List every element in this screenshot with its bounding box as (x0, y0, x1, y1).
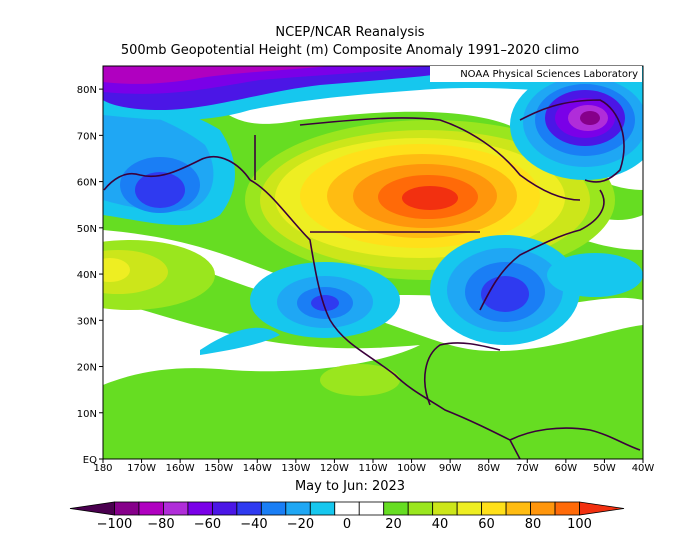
longitude-label: 170W (127, 463, 156, 474)
latitude-label: 20N (77, 363, 97, 374)
anomaly-neutral-band (103, 300, 420, 385)
colorbar-tick-label: 80 (525, 517, 542, 532)
longitude-label: 50W (593, 463, 616, 474)
colorbar-tick-label: 40 (432, 517, 449, 532)
colorbar-swatch (432, 501, 458, 516)
colorbar-swatch (456, 501, 483, 516)
colorbar-tick-label: −20 (287, 517, 314, 532)
latitude-label: 40N (77, 270, 97, 281)
chart-subtitle: 500mb Geopotential Height (m) Composite … (120, 43, 580, 58)
colorbar-swatch (505, 501, 531, 516)
anomaly-contour-pos (402, 186, 458, 210)
colorbar-swatch (236, 501, 262, 516)
anomaly-contour-neg (200, 327, 280, 355)
anomaly-contour-neg (580, 111, 600, 125)
colorbar-swatch (69, 501, 115, 516)
longitude-label: 130W (281, 463, 310, 474)
longitude-label: 70W (516, 463, 539, 474)
colorbar-swatch (187, 501, 213, 516)
latitude-label: 30N (77, 316, 97, 327)
colorbar-tick-label: −80 (147, 517, 174, 532)
longitude-label: 150W (204, 463, 233, 474)
attribution-label: NOAA Physical Sciences Laboratory (430, 66, 642, 82)
colorbar-labels: −100 −80 −60 −40 −20 0 20 40 60 80 100 (97, 517, 592, 532)
longitude-label: 180 (93, 463, 112, 474)
colorbar-swatch (114, 501, 140, 516)
longitude-label: 80W (477, 463, 500, 474)
coastlines (103, 99, 641, 459)
longitude-label: 120W (320, 463, 349, 474)
colorbar-tick-label: −40 (240, 517, 267, 532)
latitude-axis: 80N 70N 60N 50N 40N 30N 20N 10N EQ (77, 85, 103, 466)
longitude-label: 160W (166, 463, 195, 474)
colorbar-swatch (309, 501, 336, 516)
longitude-label: 40W (632, 463, 655, 474)
latitude-label: 70N (77, 131, 97, 142)
longitude-label: 140W (243, 463, 272, 474)
colorbar-swatch (211, 501, 238, 516)
longitude-label: 100W (397, 463, 426, 474)
colorbar-tick-label: 0 (343, 517, 351, 532)
colorbar-swatch (383, 501, 409, 516)
longitude-label: 90W (439, 463, 462, 474)
colorbar-tick-label: −100 (97, 517, 133, 532)
colorbar-swatches (69, 501, 625, 516)
colorbar-swatch (579, 501, 625, 516)
colorbar-tick-label: 60 (478, 517, 495, 532)
colorbar-swatch (334, 501, 360, 516)
anomaly-contour-neg (135, 172, 185, 208)
colorbar-swatch (260, 501, 287, 516)
anomaly-contour-neg (103, 66, 330, 84)
anomaly-contour-pos (320, 364, 400, 396)
chart-title: NCEP/NCAR Reanalysis (275, 25, 425, 40)
period-label: May to Jun: 2023 (294, 479, 406, 494)
anomaly-contour-neg (311, 295, 339, 311)
latitude-label: 80N (77, 85, 97, 96)
colorbar-swatch (163, 501, 189, 516)
longitude-axis: 180 170W 160W 150W 140W 130W 120W 110W 100W 90W 80… (93, 459, 654, 474)
anomaly-contour-neg (547, 253, 643, 297)
latitude-label: 10N (77, 409, 97, 420)
colorbar-tick-label: −60 (194, 517, 221, 532)
colorbar-swatch (407, 501, 434, 516)
colorbar-swatch (358, 501, 385, 516)
colorbar-tick-label: 100 (567, 517, 592, 532)
colorbar-tick-label: 20 (385, 517, 402, 532)
latitude-label: EQ (83, 455, 97, 466)
colorbar-swatch (554, 501, 580, 516)
colorbar-swatch (285, 501, 311, 516)
colorbar-swatch (530, 501, 556, 516)
colorbar-swatch (481, 501, 507, 516)
colorbar-swatch (138, 501, 164, 516)
latitude-label: 60N (77, 178, 97, 189)
longitude-label: 110W (359, 463, 388, 474)
anomaly-field (103, 66, 643, 459)
anomaly-contour-pos (103, 258, 130, 282)
longitude-label: 60W (555, 463, 578, 474)
latitude-label: 50N (77, 224, 97, 235)
